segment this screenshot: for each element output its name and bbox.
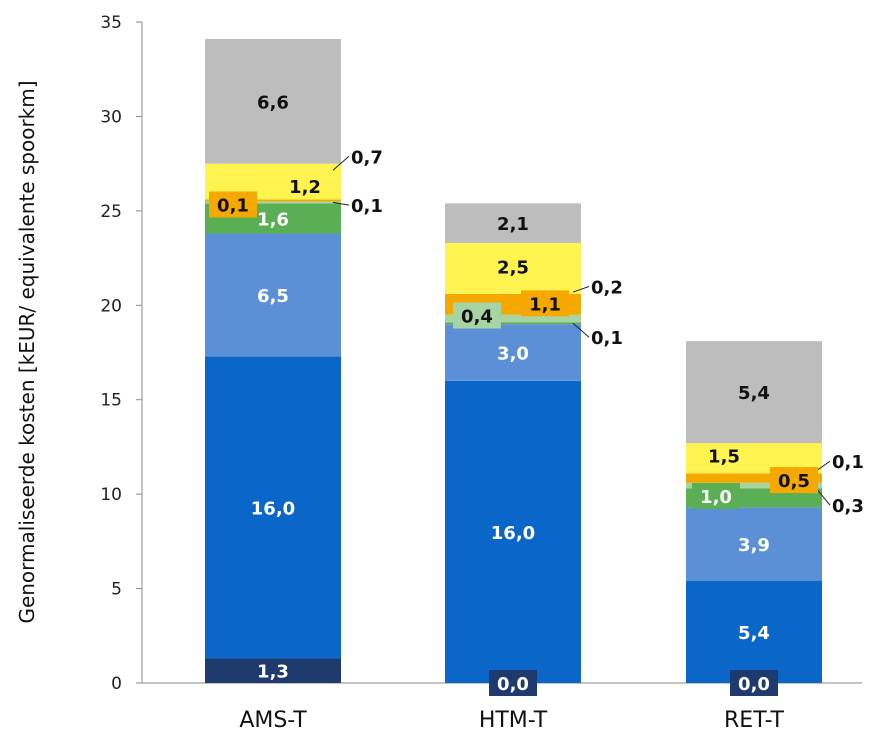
category-labels: AMS-T HTM-T RET-T (239, 708, 784, 733)
leader-line (572, 322, 590, 338)
data-label-box (730, 670, 778, 696)
data-label: 0,1 (832, 452, 864, 473)
data-label-box (521, 290, 569, 317)
y-tick-label: 30 (100, 107, 122, 127)
data-labels: 1,316,06,51,60,10,11,20,76,60,016,03,00,… (209, 92, 864, 696)
data-label: 1,0 (700, 487, 732, 508)
data-label: 1,1 (529, 294, 561, 315)
data-label: 2,1 (497, 214, 529, 235)
data-label-box (489, 670, 537, 696)
bar-segment (445, 380, 581, 683)
data-label-box (453, 302, 501, 329)
bar-segment (686, 507, 822, 582)
data-label: 16,0 (251, 498, 295, 519)
leader-lines (332, 155, 831, 506)
data-label: 0,5 (778, 471, 810, 492)
y-ticks: 0 5 10 15 20 25 30 35 (100, 13, 142, 694)
y-tick-label: 15 (100, 391, 122, 411)
data-label: 0,2 (591, 277, 623, 298)
leader-line (332, 201, 350, 206)
y-tick-label: 35 (100, 13, 122, 33)
data-label-box (692, 482, 740, 509)
bar-segment (445, 322, 581, 325)
y-axis-label: Genormaliseerde kosten [kEUR/ equivalent… (15, 80, 39, 623)
data-label: 1,5 (708, 446, 740, 467)
data-label: 1,6 (257, 209, 289, 230)
data-label: 0,1 (217, 195, 249, 216)
bar-segment (205, 199, 341, 202)
bar-segment (686, 443, 822, 472)
y-tick-label: 10 (100, 485, 122, 505)
bar-segment (205, 658, 341, 683)
bar-segment (445, 242, 581, 291)
bar-segment (686, 341, 822, 444)
data-label: 0,0 (497, 674, 529, 695)
data-label: 5,4 (738, 623, 770, 644)
data-label-box (770, 467, 818, 494)
bars (205, 38, 822, 683)
data-label: 2,5 (497, 258, 529, 279)
data-label: 6,6 (257, 92, 289, 113)
bar-segment (205, 201, 341, 204)
category-label: RET-T (724, 708, 785, 733)
data-label: 1,3 (257, 662, 289, 683)
data-label: 0,0 (738, 674, 770, 695)
bar-segment (445, 203, 581, 243)
data-label: 6,5 (257, 286, 289, 307)
data-label: 0,1 (351, 196, 383, 217)
bar-segment (686, 482, 822, 489)
leader-line (572, 285, 590, 293)
data-label: 0,3 (832, 496, 864, 517)
bar-segment (205, 38, 341, 164)
y-tick-label: 0 (111, 674, 122, 694)
leader-line (332, 155, 350, 171)
bar-segment (686, 471, 822, 474)
data-label: 1,2 (289, 177, 321, 198)
bar-segment (445, 324, 581, 381)
bar-segment (205, 356, 341, 659)
bar-segment (445, 314, 581, 323)
y-tick-label: 20 (100, 296, 122, 316)
category-label: AMS-T (239, 708, 307, 733)
data-label: 0,4 (461, 307, 493, 328)
data-label: 5,4 (738, 383, 770, 404)
y-tick-label: 25 (100, 202, 122, 222)
data-label: 3,9 (738, 535, 770, 556)
data-label: 16,0 (491, 523, 535, 544)
data-label-box (209, 191, 257, 218)
category-label: HTM-T (479, 708, 548, 733)
bar-segment (205, 163, 341, 177)
data-label: 0,7 (351, 147, 383, 168)
bar-segment (205, 233, 341, 357)
y-tick-label: 5 (111, 580, 122, 600)
bar-segment (445, 290, 581, 294)
data-label: 3,0 (497, 344, 529, 365)
bar-segment (686, 581, 822, 683)
bar-segment (686, 473, 822, 483)
data-label: 0,1 (591, 328, 623, 349)
